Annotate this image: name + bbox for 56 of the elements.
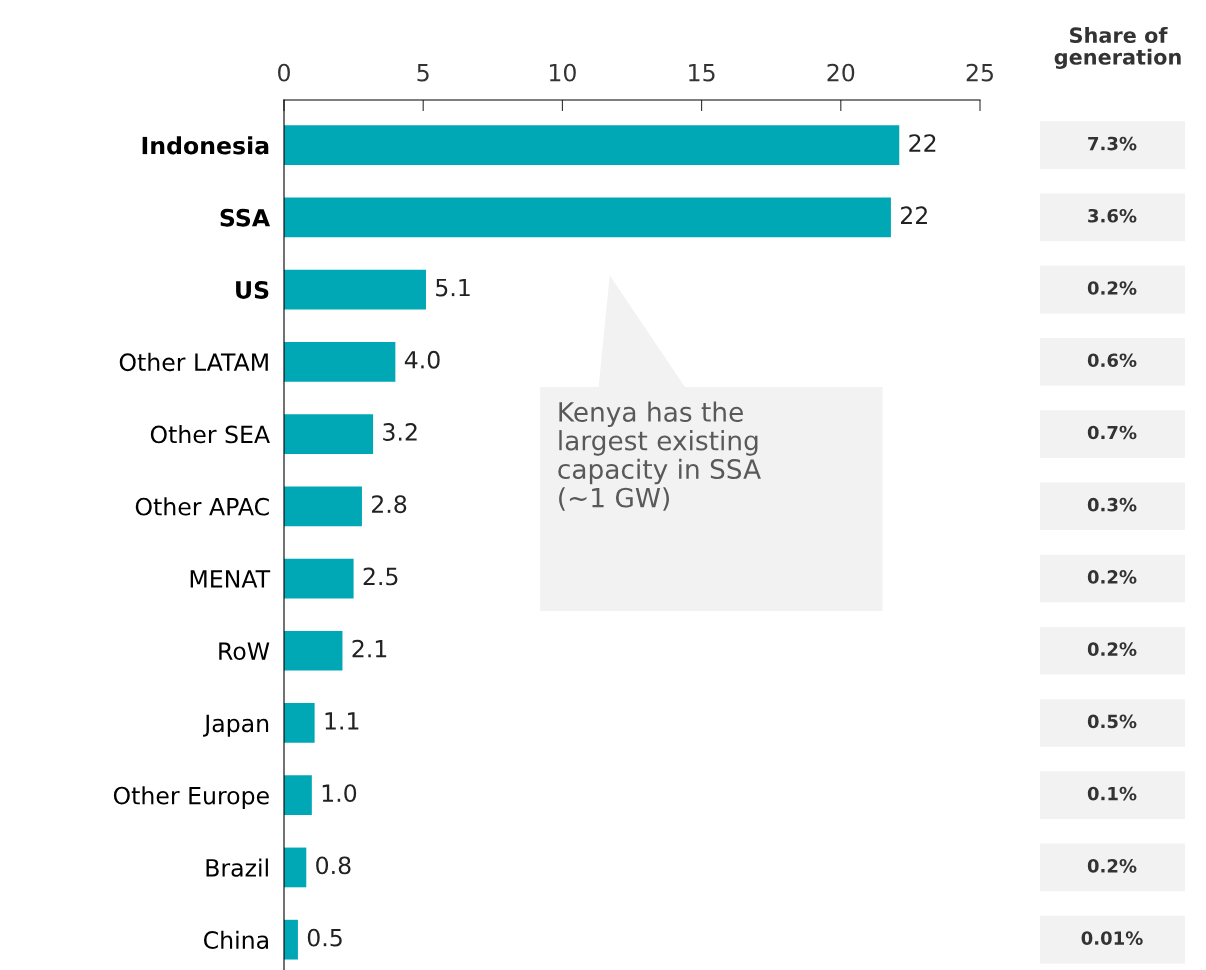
data-label: 2.5 xyxy=(363,567,398,586)
bar xyxy=(284,703,315,743)
text: 0.5% xyxy=(1087,714,1137,729)
text: Share of generation xyxy=(1054,26,1181,70)
text: 0.2% xyxy=(1087,570,1137,584)
x-tick-label: 0 xyxy=(278,63,290,82)
bar xyxy=(284,269,426,310)
bar xyxy=(284,414,374,454)
data-label: 5.1 xyxy=(436,278,470,297)
annotation: Kenya has the largest existing capacity in SSA (~1 GW) xyxy=(558,401,761,511)
y-tick-label: Japan xyxy=(203,714,269,737)
bar xyxy=(284,558,354,599)
x-tick-label: 25 xyxy=(966,63,993,82)
text: 0.01% xyxy=(1081,931,1143,945)
data-label: 1.1 xyxy=(325,712,359,730)
text: 7.3% xyxy=(1088,136,1137,151)
text: 0.2% xyxy=(1087,642,1137,656)
x-tick-label: 5 xyxy=(417,63,429,82)
text: 0.2% xyxy=(1087,281,1137,295)
text: 0.1% xyxy=(1087,786,1137,801)
data-label: 1.0 xyxy=(322,784,357,803)
data-label: 4.0 xyxy=(404,350,440,369)
data-label: 2.8 xyxy=(372,495,407,514)
text: 0.6% xyxy=(1087,353,1137,368)
bar xyxy=(284,197,891,238)
bar xyxy=(284,486,362,527)
y-tick-label: Other LATAM xyxy=(119,352,268,372)
y-tick-label: RoW xyxy=(219,642,270,661)
bar xyxy=(284,125,900,166)
bar xyxy=(284,775,312,816)
y-tick-label: MENAT xyxy=(190,570,271,588)
y-tick-label: Indonesia xyxy=(142,136,269,155)
data-label: 0.5 xyxy=(307,928,342,947)
bar xyxy=(284,630,343,671)
text: 3.6% xyxy=(1088,208,1137,223)
y-tick-label: Other APAC xyxy=(135,497,269,516)
data-label: 22 xyxy=(909,134,936,152)
data-label: 2.1 xyxy=(352,639,387,658)
bar xyxy=(284,919,298,960)
y-tick-label: China xyxy=(203,930,268,949)
y-tick-label: Other SEA xyxy=(150,425,270,444)
x-tick-label: 10 xyxy=(549,63,576,82)
x-tick-label: 20 xyxy=(827,63,855,82)
text: 0.3% xyxy=(1087,497,1137,512)
bar xyxy=(284,847,307,888)
data-label: 22 xyxy=(900,206,927,224)
data-label: 3.2 xyxy=(383,423,417,441)
y-tick-label: US xyxy=(236,281,269,299)
bar xyxy=(284,341,396,382)
data-label: 0.8 xyxy=(316,856,351,875)
text: 0.7% xyxy=(1087,425,1137,440)
x-tick-label: 15 xyxy=(689,63,715,82)
y-tick-label: Other Europe xyxy=(113,786,269,810)
text: 0.2% xyxy=(1087,859,1137,873)
y-tick-label: Brazil xyxy=(206,858,268,877)
y-tick-label: SSA xyxy=(220,208,270,227)
